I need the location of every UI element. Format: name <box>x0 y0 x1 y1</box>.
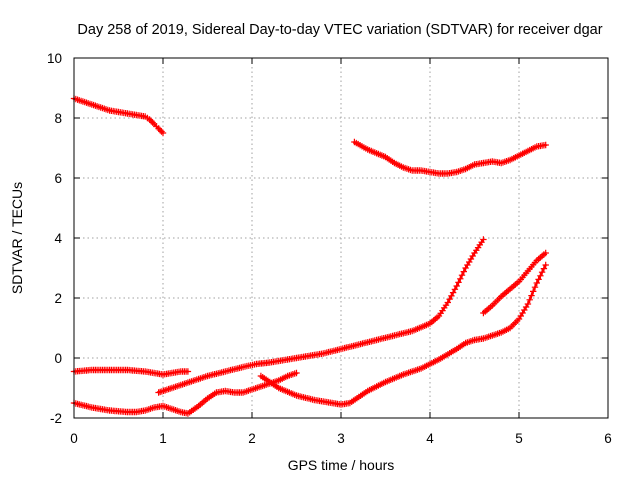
series-track-7 <box>480 249 549 317</box>
data-point <box>446 296 453 303</box>
series-track-3 <box>70 366 192 378</box>
y-tick-label: 6 <box>54 171 62 186</box>
data-point <box>524 300 532 308</box>
data-point <box>147 117 155 125</box>
chart-title: Day 258 of 2019, Sidereal Day-to-day VTE… <box>77 22 602 38</box>
data-point <box>149 119 156 126</box>
x-tick-label: 6 <box>604 431 612 446</box>
data-point <box>538 269 546 276</box>
y-tick-label: -2 <box>50 411 62 426</box>
series-band <box>157 238 485 394</box>
data-point <box>540 265 548 272</box>
data-point <box>531 284 539 291</box>
x-tick-label: 1 <box>159 431 167 446</box>
data-point <box>537 272 544 279</box>
data-point <box>293 369 300 377</box>
data-point <box>528 292 535 299</box>
data-point <box>159 129 167 137</box>
x-tick-label: 3 <box>337 431 345 446</box>
y-tick-label: 10 <box>47 51 62 66</box>
data-point <box>451 286 459 293</box>
x-tick-label: 4 <box>426 431 434 446</box>
y-tick-label: 8 <box>54 111 62 126</box>
data-point <box>542 249 549 257</box>
data-point <box>458 272 466 279</box>
data-point <box>533 279 540 287</box>
x-tick-label: 2 <box>248 431 256 446</box>
data-point <box>457 275 464 282</box>
x-tick-label: 5 <box>515 431 523 446</box>
data-point <box>460 268 467 275</box>
data-point <box>526 296 533 303</box>
data-point <box>453 282 460 290</box>
data-point <box>156 126 164 134</box>
data-point <box>480 236 487 243</box>
series-track-5 <box>155 236 487 396</box>
data-point <box>455 279 462 286</box>
y-tick-label: 4 <box>54 231 62 246</box>
series-track-6 <box>257 261 549 408</box>
data-point <box>530 288 537 295</box>
series-track-2 <box>351 138 549 177</box>
data-point <box>542 141 549 149</box>
data-point <box>184 368 192 375</box>
data-point <box>444 299 451 306</box>
y-tick-label: 0 <box>54 351 62 366</box>
data-point <box>146 116 153 123</box>
data-series <box>70 95 549 417</box>
data-point <box>542 261 549 269</box>
grid <box>74 58 608 418</box>
data-point <box>448 292 455 300</box>
data-point <box>158 128 165 135</box>
data-point <box>155 125 162 132</box>
data-point <box>535 276 542 283</box>
axis-ticks: 0 1 2 3 4 5 6 -2 0 2 4 6 8 10 <box>47 51 612 446</box>
series-track-1 <box>70 95 167 137</box>
x-axis-label: GPS time / hours <box>288 457 395 473</box>
data-point <box>449 289 457 296</box>
series-track-4 <box>70 369 300 417</box>
y-tick-label: 2 <box>54 291 62 306</box>
x-tick-label: 0 <box>70 431 78 446</box>
y-axis-label: SDTVAR / TECUs <box>9 182 25 294</box>
